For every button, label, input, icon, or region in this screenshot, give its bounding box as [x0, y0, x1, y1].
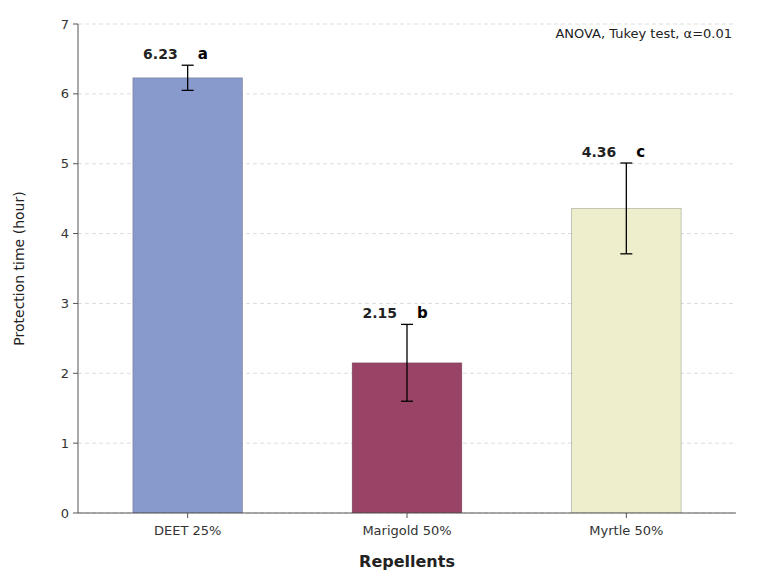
y-tick-label: 2 — [61, 366, 69, 381]
error-bar — [401, 324, 413, 401]
y-tick — [73, 24, 78, 25]
y-axis-line — [78, 24, 79, 513]
error-cap — [620, 162, 632, 163]
y-axis: 0 1 2 3 4 5 6 7 — [61, 17, 736, 521]
y-tick-label: 5 — [61, 156, 69, 171]
labels: 6.23 a 2.15 b 4.36 c — [143, 45, 645, 322]
y-tick-label: 7 — [61, 17, 69, 32]
y-tick-label: 1 — [61, 436, 69, 451]
chart-container: 0 1 2 3 4 5 6 7 6.23 a 2.15 b 4.36 c DEET 25% Marigold … — [0, 0, 760, 583]
bar — [572, 208, 682, 513]
error-bar — [182, 65, 194, 90]
x-tick-label: Marigold 50% — [362, 523, 451, 538]
value-label: 4.36 — [582, 144, 617, 160]
y-axis-title: Protection time (hour) — [11, 191, 27, 345]
y-tick — [73, 513, 78, 514]
tukey-label: c — [636, 143, 645, 161]
x-tick-label: Myrtle 50% — [589, 523, 663, 538]
y-tick-label: 0 — [61, 506, 69, 521]
x-tick — [187, 513, 188, 518]
y-tick — [73, 93, 78, 94]
error-cap — [401, 324, 413, 325]
value-label: 6.23 — [143, 46, 178, 62]
error-stem — [626, 163, 627, 254]
y-tick — [73, 443, 78, 444]
y-tick-label: 3 — [61, 296, 69, 311]
error-cap — [182, 65, 194, 66]
x-tick-label: DEET 25% — [154, 523, 221, 538]
error-cap — [401, 401, 413, 402]
y-tick-label: 6 — [61, 86, 69, 101]
error-stem — [187, 65, 188, 90]
grid-line — [78, 24, 736, 25]
annotation: ANOVA, Tukey test, α=0.01 — [555, 26, 732, 41]
error-cap — [182, 90, 194, 91]
y-tick — [73, 163, 78, 164]
bars — [133, 65, 681, 513]
y-tick — [73, 373, 78, 374]
y-tick — [73, 233, 78, 234]
x-axis: DEET 25% Marigold 50% Myrtle 50% — [154, 513, 663, 538]
error-bar — [620, 163, 632, 254]
x-axis-title: Repellents — [359, 552, 455, 571]
error-cap — [620, 253, 632, 254]
tukey-label: a — [198, 45, 208, 63]
value-label: 2.15 — [362, 305, 397, 321]
bar — [133, 78, 243, 513]
x-tick — [407, 513, 408, 518]
y-tick — [73, 303, 78, 304]
y-tick-label: 4 — [61, 226, 69, 241]
error-stem — [406, 324, 407, 401]
x-tick — [626, 513, 627, 518]
chart: 0 1 2 3 4 5 6 7 6.23 a 2.15 b 4.36 c DEET 25% Marigold … — [0, 0, 760, 583]
tukey-label: b — [417, 304, 428, 322]
